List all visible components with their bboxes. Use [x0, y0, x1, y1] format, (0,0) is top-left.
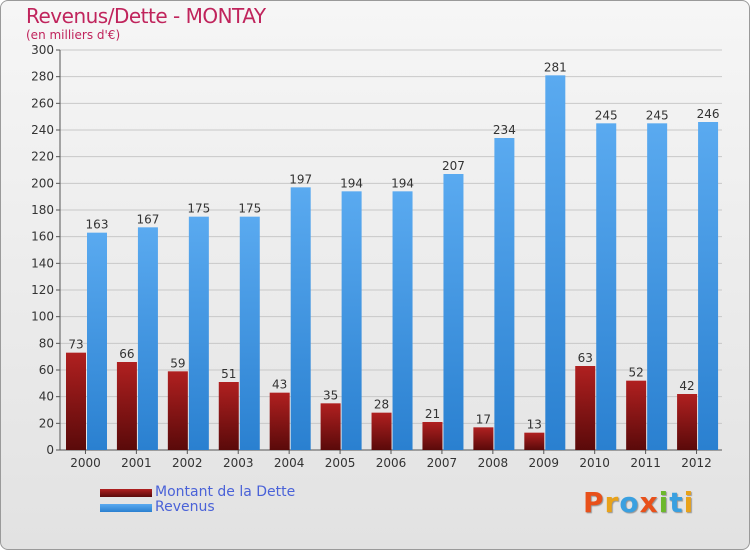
value-label-revenus: 246	[697, 107, 720, 121]
y-tick-label: 220	[31, 150, 54, 164]
bar-dette	[269, 392, 290, 450]
bar-revenus	[596, 123, 617, 450]
y-tick-label: 0	[46, 443, 54, 457]
bar-revenus	[188, 216, 209, 450]
bar-revenus	[545, 75, 566, 450]
value-label-revenus: 194	[340, 176, 363, 190]
y-tick-label: 40	[39, 390, 54, 404]
proxiti-logo: Proxiti	[583, 486, 694, 519]
value-label-dette: 63	[578, 351, 593, 365]
y-tick-label: 100	[31, 310, 54, 324]
logo-letter: P	[583, 486, 605, 519]
bar-revenus	[341, 191, 362, 451]
x-tick-label: 2010	[579, 456, 610, 470]
value-label-dette: 51	[221, 367, 236, 381]
logo-letter: x	[639, 486, 659, 519]
y-tick-label: 280	[31, 70, 54, 84]
bar-dette	[218, 382, 239, 450]
x-tick-label: 2002	[172, 456, 203, 470]
value-label-revenus: 207	[442, 159, 465, 173]
y-tick-label: 20	[39, 416, 54, 430]
x-tick-label: 2005	[325, 456, 356, 470]
x-tick-label: 2009	[528, 456, 559, 470]
value-label-dette: 73	[68, 338, 83, 352]
bar-revenus	[443, 174, 464, 450]
x-tick-label: 2012	[681, 456, 712, 470]
bar-dette	[422, 422, 443, 450]
bar-revenus	[647, 123, 668, 450]
value-label-revenus: 245	[595, 108, 618, 122]
logo-letter: i	[658, 486, 670, 519]
value-label-dette: 35	[323, 388, 338, 402]
bar-revenus	[239, 216, 260, 450]
bar-revenus	[392, 191, 413, 451]
bar-dette	[575, 366, 596, 450]
x-tick-label: 2003	[223, 456, 254, 470]
bar-dette	[167, 371, 188, 450]
y-tick-label: 200	[31, 176, 54, 190]
logo-letter: i	[683, 486, 695, 519]
bar-revenus	[87, 232, 107, 450]
bar-revenus	[494, 138, 515, 450]
value-label-revenus: 197	[289, 172, 312, 186]
logo-letter: r	[604, 486, 620, 519]
value-label-revenus: 163	[86, 218, 109, 232]
legend-swatch-revenus	[100, 504, 152, 512]
value-label-dette: 17	[476, 412, 491, 426]
x-tick-label: 2008	[478, 456, 509, 470]
bar-dette	[524, 432, 545, 450]
value-label-revenus: 245	[646, 108, 669, 122]
y-tick-label: 260	[31, 96, 54, 110]
x-tick-label: 2004	[274, 456, 305, 470]
y-tick-label: 120	[31, 283, 54, 297]
value-label-revenus: 194	[391, 176, 414, 190]
x-tick-label: 2011	[630, 456, 661, 470]
bar-dette	[677, 394, 698, 450]
y-tick-label: 240	[31, 123, 54, 137]
value-label-dette: 13	[527, 418, 542, 432]
value-label-dette: 59	[170, 356, 185, 370]
bar-dette	[66, 352, 86, 450]
chart-subtitle: (en milliers d'€)	[26, 28, 121, 42]
chart-title: Revenus/Dette - MONTAY	[26, 4, 266, 28]
legend-swatch-dette	[100, 489, 152, 497]
bar-dette	[626, 380, 647, 450]
y-tick-label: 140	[31, 256, 54, 270]
value-label-dette: 52	[629, 366, 644, 380]
value-label-revenus: 175	[187, 202, 210, 216]
y-tick-label: 80	[39, 336, 54, 350]
value-label-dette: 21	[425, 407, 440, 421]
value-label-revenus: 281	[544, 60, 567, 74]
legend-label-revenus: Revenus	[155, 499, 215, 515]
logo-letter: o	[619, 486, 640, 519]
value-label-dette: 66	[119, 347, 134, 361]
y-tick-label: 160	[31, 230, 54, 244]
bar-revenus	[698, 122, 719, 450]
value-label-revenus: 175	[238, 202, 261, 216]
bar-dette	[320, 403, 341, 450]
x-tick-label: 2007	[427, 456, 458, 470]
bar-dette	[116, 362, 137, 450]
value-label-dette: 28	[374, 398, 389, 412]
value-label-dette: 42	[679, 379, 694, 393]
bar-dette	[371, 412, 392, 450]
y-tick-label: 180	[31, 203, 54, 217]
bar-revenus	[290, 187, 311, 451]
x-tick-label: 2000	[70, 456, 101, 470]
value-label-revenus: 234	[493, 123, 516, 137]
logo-letter: t	[669, 486, 684, 519]
x-tick-label: 2001	[121, 456, 152, 470]
legend-label-dette: Montant de la Dette	[155, 484, 296, 500]
y-tick-label: 60	[39, 363, 54, 377]
bar-dette	[473, 427, 494, 450]
value-label-dette: 43	[272, 378, 287, 392]
y-tick-label: 300	[31, 43, 54, 57]
bar-revenus	[137, 227, 158, 450]
x-tick-label: 2006	[376, 456, 407, 470]
value-label-revenus: 167	[136, 212, 159, 226]
